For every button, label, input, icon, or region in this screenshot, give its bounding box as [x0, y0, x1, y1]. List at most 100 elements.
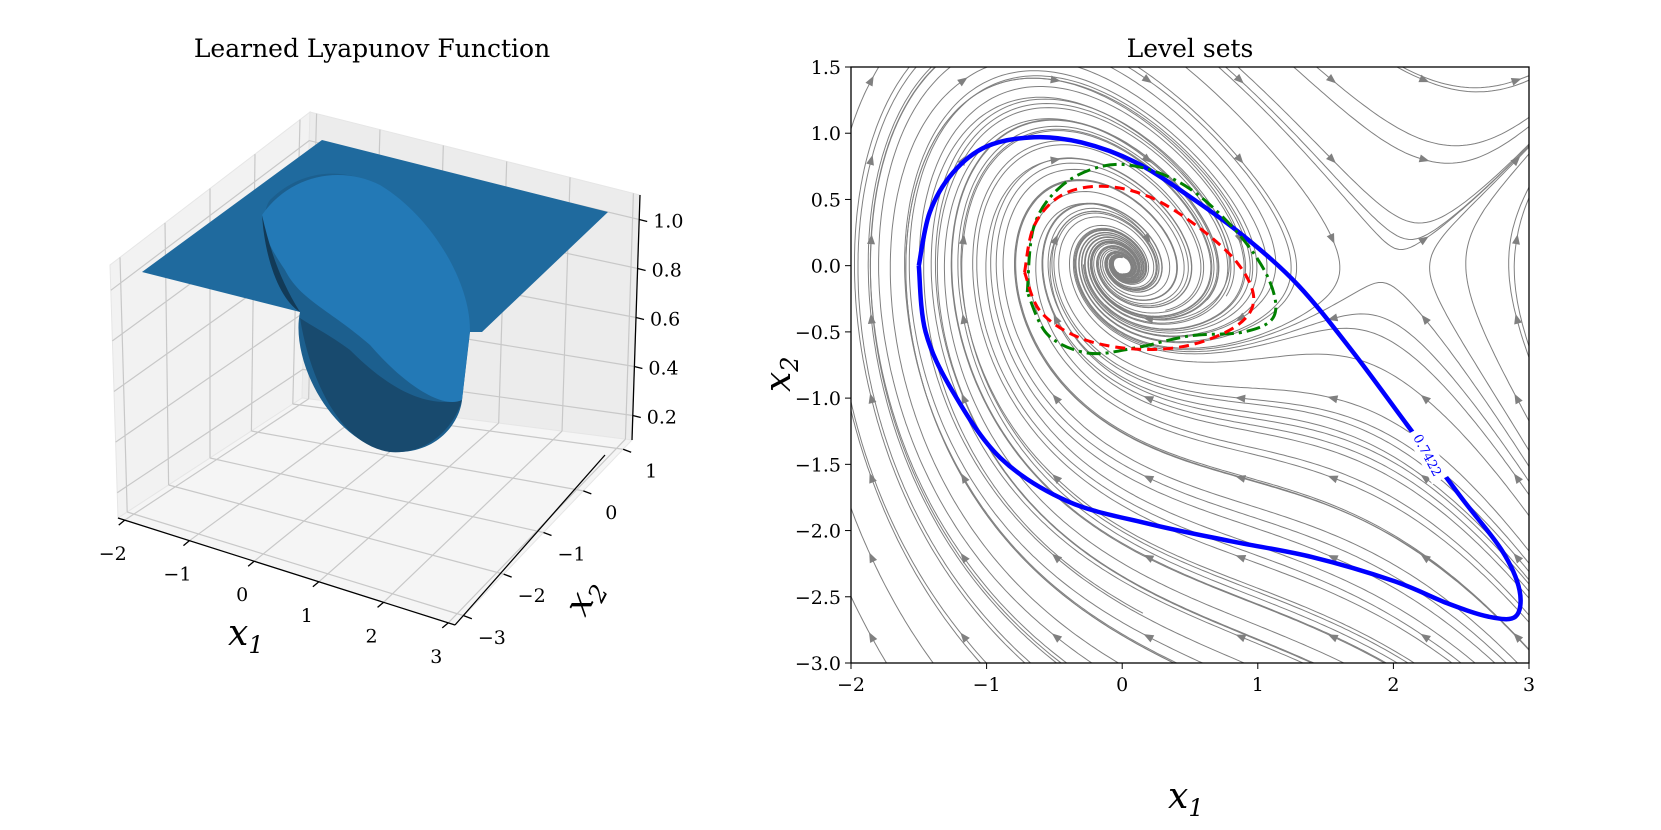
streamline-arrow: [1143, 554, 1155, 563]
streamline: [934, 102, 1313, 663]
floor-grid-y: [127, 511, 465, 617]
streamline-arrow: [1235, 394, 1246, 403]
streamline-arrow: [1050, 75, 1061, 84]
z-tick: [635, 316, 645, 321]
streamline: [1429, 146, 1529, 452]
streamline: [950, 119, 1386, 663]
x-tick-label: 1: [1252, 674, 1264, 696]
x1-tick-label: 2: [366, 625, 378, 647]
streamline: [1002, 168, 1519, 663]
streamline: [1047, 207, 1529, 581]
streamline: [851, 399, 988, 663]
streamline-arrow: [867, 313, 876, 325]
quadratic-roa-curve: [1023, 184, 1256, 352]
streamline-arrow: [1235, 555, 1247, 563]
streamline-arrow: [1420, 554, 1431, 564]
streamline-arrow: [1141, 153, 1152, 163]
level-set-plot: Level sets 0.7422 −2 −1 0 1 2 3 −3.0 −2.5 −2.0 −1…: [758, 34, 1535, 822]
z-tick-label: 0.4: [648, 358, 678, 380]
streamline-arrow: [1514, 393, 1523, 405]
streamline-arrow: [961, 473, 970, 484]
streamline: [1217, 67, 1529, 251]
z-tick-label: 0.2: [647, 407, 677, 429]
x1-tick-label: −2: [99, 543, 127, 565]
streamline-arrow: [1418, 154, 1430, 163]
streamline-arrow: [865, 75, 874, 87]
streamlines: [851, 67, 1529, 663]
streamline-arrow: [1418, 74, 1430, 83]
streamline: [1396, 67, 1529, 93]
streamline-arrow: [1327, 555, 1339, 563]
x2-axis-line: [454, 454, 606, 626]
x2-tick: [463, 615, 473, 620]
streamline: [957, 125, 1399, 663]
y-tick-label: −0.5: [795, 322, 841, 344]
x1-tick: [118, 519, 126, 526]
streamline-arrow: [1143, 396, 1155, 404]
y-tick-label: −2.0: [795, 521, 841, 543]
x-tick-label: −1: [973, 674, 1001, 696]
bowl-inner-wall: [262, 175, 470, 402]
right-xlabel: x1: [1168, 776, 1204, 822]
left-title: Learned Lyapunov Function: [194, 34, 550, 63]
streamline-arrow: [1141, 74, 1153, 84]
streamline-arrow: [960, 632, 970, 643]
x1-tick-label: 0: [236, 584, 248, 606]
right-ylabel: x2: [758, 356, 804, 392]
contour-label: 0.7422: [1406, 425, 1450, 485]
x-tick-label: 0: [1116, 674, 1128, 696]
streamline-arrow: [868, 632, 878, 643]
y-tick-label: −1.5: [795, 454, 841, 476]
z-tick: [632, 414, 641, 419]
streamline: [972, 140, 1453, 663]
z-tick: [637, 267, 646, 272]
streamline-arrow: [1510, 78, 1522, 86]
streamline-arrow: [1327, 475, 1339, 484]
left-xlabel: x1: [228, 613, 264, 659]
y-tick-label: −1.0: [795, 388, 841, 410]
streamline: [976, 144, 1462, 663]
streamline: [1513, 196, 1529, 348]
streamline-arrow: [1510, 156, 1521, 167]
y-tick-label: −2.5: [795, 587, 841, 609]
streamline-arrow: [1052, 474, 1063, 484]
streamline: [1078, 67, 1298, 344]
floor-grid-y: [168, 484, 504, 575]
streamline: [1073, 228, 1529, 483]
x1-tick: [377, 601, 384, 608]
streamline: [960, 128, 1416, 663]
y-tick-label: 0.5: [811, 189, 841, 211]
z-tick-label: 1.0: [653, 211, 683, 233]
streamline: [851, 506, 934, 663]
z-tick-label: 0.8: [652, 260, 682, 282]
streamline-arrow: [958, 234, 967, 245]
x-tick-label: 2: [1387, 674, 1399, 696]
streamline-arrow: [1327, 313, 1339, 322]
streamline-arrow: [869, 552, 878, 564]
streamline-arrow: [1514, 313, 1522, 325]
x1-tick-label: −1: [163, 564, 191, 586]
x2-tick-label: −1: [557, 544, 585, 566]
axis-ticks: −2 −1 0 1 2 3 −3.0 −2.5 −2.0 −1.5 −1.0 −0.5 0.0 0.5 1.…: [795, 57, 1535, 696]
x1-axis-line: [117, 517, 456, 626]
surface-plot: Learned Lyapunov Function −2 −1 0 1 2 3 −3 −2 −1…: [99, 34, 684, 668]
streamline: [1072, 227, 1529, 496]
streamline-arrow: [957, 77, 968, 87]
streamline: [918, 86, 1246, 663]
x2-tick-label: 1: [645, 460, 657, 482]
streamline-arrow: [1325, 73, 1337, 84]
streamline: [1508, 186, 1529, 359]
level-curves: [916, 134, 1523, 622]
x2-tick: [622, 448, 632, 453]
x1-tick-label: 3: [430, 646, 442, 668]
streamline-arrow: [1513, 553, 1524, 564]
streamline: [867, 67, 1058, 663]
x2-tick-label: 0: [605, 502, 617, 524]
streamline-arrow: [1327, 395, 1339, 404]
x1-tick: [247, 560, 255, 567]
streamline: [1315, 67, 1529, 147]
y-tick-label: 1.0: [811, 123, 841, 145]
z-tick-label: 0.6: [650, 309, 680, 331]
streamline-arrow: [1233, 153, 1244, 164]
